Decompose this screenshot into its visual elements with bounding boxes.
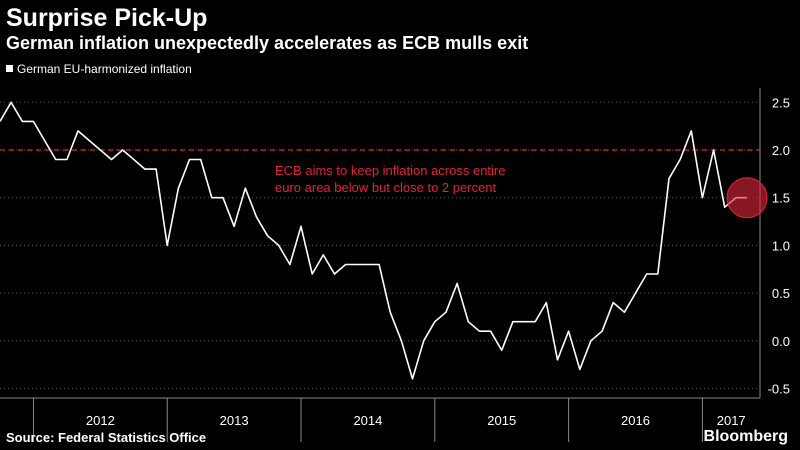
y-tick-label: 2.5: [772, 95, 790, 110]
series-line: [0, 101, 747, 380]
y-axis: -0.5 0.0 0.5 1.0 1.5 2.0 2.5: [759, 88, 790, 398]
legend-label: German EU-harmonized inflation: [17, 62, 192, 76]
y-tick-label: 1.0: [772, 238, 790, 253]
y-tick-label: 0.0: [772, 334, 790, 349]
grid-lines: [0, 101, 760, 389]
x-tick-label: 2012: [86, 413, 115, 428]
x-axis: 2012 2013 2014 2015 2016 2017: [0, 397, 760, 442]
chart-subtitle: German inflation unexpectedly accelerate…: [6, 33, 529, 53]
x-tick-label: 2015: [487, 413, 516, 428]
series-group: [0, 101, 747, 380]
annotation-line-1: ECB aims to keep inflation across entire: [275, 163, 506, 178]
x-tick-label: 2017: [717, 413, 746, 428]
y-tick-label: -0.5: [768, 381, 790, 396]
highlight-group: [726, 177, 768, 219]
y-tick-label: 1.5: [772, 191, 790, 206]
legend-swatch: [6, 65, 13, 72]
y-tick-label: 0.5: [772, 286, 790, 301]
y-tick-label: 2.0: [772, 143, 790, 158]
source-note: Source: Federal Statistics Office: [6, 430, 207, 445]
highlight-circle: [726, 177, 768, 219]
legend: German EU-harmonized inflation: [6, 62, 192, 76]
x-tick-label: 2014: [353, 413, 382, 428]
x-tick-label: 2016: [621, 413, 650, 428]
x-tick-label: 2013: [220, 413, 249, 428]
annotation: ECB aims to keep inflation across entire…: [275, 162, 506, 196]
chart-title: Surprise Pick-Up: [6, 4, 208, 32]
brand-logo: Bloomberg: [703, 428, 788, 445]
annotation-line-2: euro area below but close to 2 percent: [275, 180, 497, 195]
